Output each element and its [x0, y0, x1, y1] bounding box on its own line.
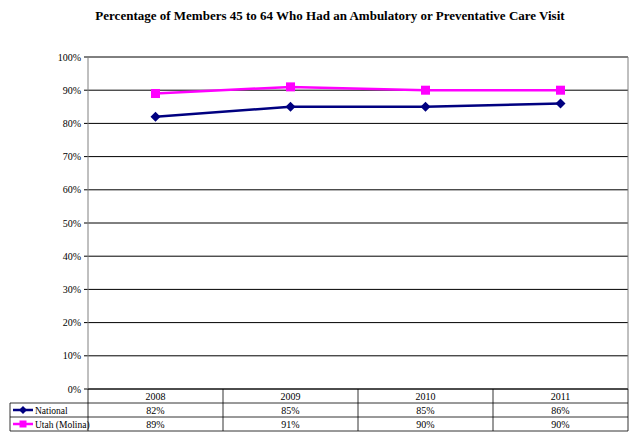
table-line [223, 389, 224, 431]
tick-mark [84, 90, 88, 91]
tick-mark [84, 355, 88, 356]
table-line [358, 389, 359, 431]
title: Percentage of Members 45 to 64 Who Had a… [95, 8, 565, 23]
marker [556, 98, 566, 108]
tick-mark [84, 57, 88, 58]
y-tick-label: 100% [58, 52, 81, 63]
marker [421, 102, 431, 112]
y-tick-label: 0% [68, 384, 81, 395]
table-value: 90% [551, 419, 569, 430]
table-line [10, 431, 628, 432]
table-value: 82% [146, 405, 164, 416]
grid-line [88, 123, 628, 124]
y-tick-label: 40% [63, 251, 81, 262]
plot-frame [628, 57, 629, 389]
y-tick-label: 60% [63, 184, 81, 195]
table-value: 85% [416, 405, 434, 416]
background [0, 0, 640, 435]
marker [151, 112, 161, 122]
y-tick-label: 20% [63, 317, 81, 328]
x-tick-label: 2008 [146, 391, 166, 402]
legend-marker [20, 421, 27, 428]
y-tick-label: 90% [63, 85, 81, 96]
grid-line [88, 189, 628, 190]
tick-mark [84, 189, 88, 190]
table-line [10, 417, 628, 418]
grid-line [88, 57, 628, 58]
marker [556, 86, 565, 95]
x-tick-label: 2009 [281, 391, 301, 402]
grid-line [88, 156, 628, 157]
tick-mark [84, 123, 88, 124]
grid-line [88, 355, 628, 356]
x-tick-label: 2010 [416, 391, 436, 402]
y-tick-label: 10% [63, 350, 81, 361]
table-value: 91% [281, 419, 299, 430]
y-tick-label: 50% [63, 218, 81, 229]
legend-marker [19, 406, 27, 414]
table-line [10, 403, 628, 404]
legend-label: Utah (Molina) [35, 420, 90, 431]
y-axis [88, 57, 89, 389]
plot-area [151, 82, 566, 121]
table-value: 89% [146, 419, 164, 430]
grid-line [88, 256, 628, 257]
marker [421, 86, 430, 95]
chart: Percentage of Members 45 to 64 Who Had a… [0, 0, 640, 435]
marker [151, 89, 160, 98]
y-tick-label: 80% [63, 118, 81, 129]
tick-mark [84, 156, 88, 157]
grid-line [88, 289, 628, 290]
series-line [156, 87, 561, 94]
table-value: 85% [281, 405, 299, 416]
y-tick-label: 70% [63, 151, 81, 162]
table-line [628, 389, 629, 431]
grid-line [88, 223, 628, 224]
marker [286, 102, 296, 112]
series-line [156, 103, 561, 116]
tick-mark [84, 256, 88, 257]
x-tick-label: 2011 [551, 391, 571, 402]
y-tick-label: 30% [63, 284, 81, 295]
tick-mark [84, 223, 88, 224]
legend-label: National [35, 406, 68, 416]
grid-line [88, 322, 628, 323]
table-line [10, 403, 11, 431]
table-value: 90% [416, 419, 434, 430]
tick-mark [84, 322, 88, 323]
table-value: 86% [551, 405, 569, 416]
table-line [493, 389, 494, 431]
tick-mark [84, 289, 88, 290]
tick-mark [84, 389, 88, 390]
marker [286, 82, 295, 91]
